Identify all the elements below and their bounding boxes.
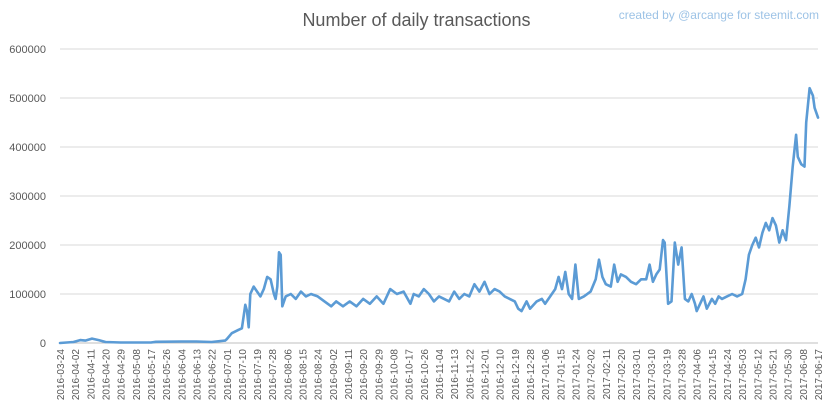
y-axis-ticks: 0 100000 200000 300000 400000 500000 600000 [9, 44, 46, 350]
x-tick-label: 2016-06-13 [192, 349, 203, 401]
y-tick-label: 200000 [9, 240, 46, 252]
y-tick-label: 500000 [9, 93, 46, 105]
series-line [58, 86, 820, 345]
x-tick-label: 2017-03-01 [632, 349, 643, 401]
y-tick-label: 0 [40, 338, 46, 350]
x-tick-label: 2016-11-22 [465, 349, 476, 400]
x-tick-label: 2017-02-11 [602, 349, 613, 400]
x-tick-label: 2016-08-06 [283, 349, 294, 401]
x-tick-label: 2017-06-17 [814, 349, 825, 401]
x-tick-label: 2016-10-17 [405, 349, 416, 401]
x-tick-label: 2016-06-04 [177, 349, 188, 401]
x-tick-label: 2016-05-17 [147, 349, 158, 401]
y-tick-label: 400000 [9, 142, 46, 154]
x-tick-label: 2017-01-15 [556, 349, 567, 401]
x-tick-label: 2016-03-24 [56, 349, 67, 401]
x-tick-label: 2017-03-10 [647, 349, 658, 401]
x-tick-label: 2016-04-29 [117, 349, 128, 401]
x-tick-label: 2016-10-26 [420, 349, 431, 401]
x-tick-label: 2017-03-19 [662, 349, 673, 401]
x-tick-label: 2016-07-10 [238, 349, 249, 401]
x-tick-label: 2016-04-11 [86, 349, 97, 400]
x-tick-label: 2017-06-08 [799, 349, 810, 401]
x-tick-label: 2017-05-30 [784, 349, 795, 401]
y-tick-label: 600000 [9, 44, 46, 56]
x-tick-label: 2017-02-02 [587, 349, 598, 401]
x-tick-label: 2017-01-06 [541, 349, 552, 401]
x-tick-label: 2016-05-08 [132, 349, 143, 401]
x-tick-label: 2017-05-03 [738, 349, 749, 401]
x-tick-label: 2017-02-20 [617, 349, 628, 401]
x-tick-label: 2016-09-02 [329, 349, 340, 401]
chart-credit: created by @arcange for steemit.com [618, 8, 819, 22]
x-tick-label: 2016-10-08 [390, 349, 401, 401]
x-tick-label: 2017-04-15 [708, 349, 719, 401]
x-tick-label: 2017-03-28 [678, 349, 689, 401]
x-tick-label: 2017-04-24 [723, 349, 734, 401]
x-tick-label: 2016-12-10 [496, 349, 507, 401]
x-tick-label: 2016-09-11 [344, 349, 355, 400]
x-tick-label: 2016-08-15 [299, 349, 310, 401]
x-tick-label: 2016-06-22 [208, 349, 219, 401]
x-tick-label: 2016-07-28 [268, 349, 279, 401]
x-tick-label: 2016-08-24 [314, 349, 325, 401]
x-tick-label: 2016-07-01 [223, 349, 234, 401]
x-axis-ticks: 2016-03-24 2016-04-02 2016-04-11 2016-04-20… [56, 349, 825, 401]
x-tick-label: 2017-05-21 [769, 349, 780, 401]
x-tick-label: 2016-07-19 [253, 349, 264, 401]
series-layer [58, 86, 820, 345]
x-tick-label: 2016-12-19 [511, 349, 522, 401]
y-tick-label: 300000 [9, 191, 46, 203]
chart-title: Number of daily transactions [302, 10, 531, 30]
x-tick-label: 2016-09-29 [374, 349, 385, 401]
x-tick-label: 2016-09-20 [359, 349, 370, 401]
x-tick-label: 2016-04-02 [71, 349, 82, 401]
y-tick-label: 100000 [9, 289, 46, 301]
x-tick-label: 2016-11-04 [435, 349, 446, 400]
x-tick-label: 2016-05-26 [162, 349, 173, 401]
x-tick-label: 2016-11-13 [450, 349, 461, 400]
x-tick-label: 2016-04-20 [101, 349, 112, 401]
x-tick-label: 2017-01-24 [571, 349, 582, 401]
x-tick-label: 2016-12-28 [526, 349, 537, 401]
x-tick-label: 2017-05-12 [753, 349, 764, 401]
x-tick-label: 2017-04-06 [693, 349, 704, 401]
x-tick-label: 2016-12-01 [480, 349, 491, 401]
